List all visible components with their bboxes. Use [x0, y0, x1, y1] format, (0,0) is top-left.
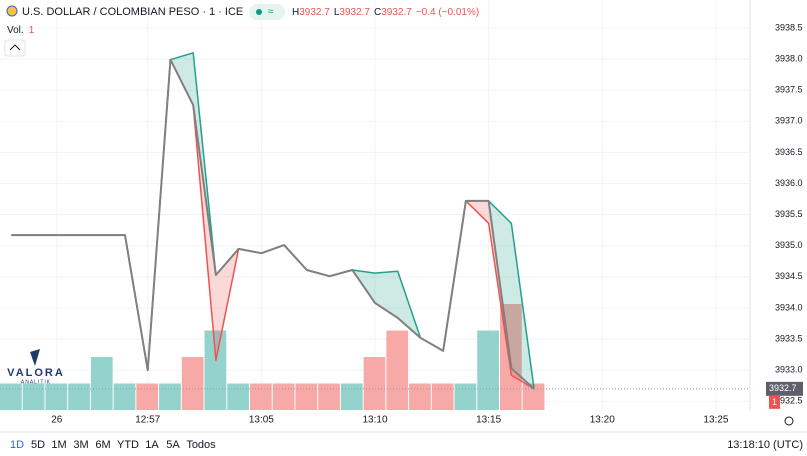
x-tick-label: 13:10	[362, 415, 387, 426]
ohlc-value: 3932.7	[339, 7, 370, 18]
range-fill	[11, 52, 535, 389]
range-button[interactable]: YTD	[117, 439, 139, 451]
status-pill[interactable]	[249, 4, 285, 20]
clock: 13:18:10 (UTC)	[727, 439, 803, 451]
y-tick-label: 3935.5	[775, 209, 803, 219]
ohlc-value: 3932.7	[299, 7, 330, 18]
settings-icon[interactable]	[784, 416, 794, 426]
y-tick-label: 3936.5	[775, 147, 803, 157]
volume-bar	[477, 330, 499, 410]
volume-bar	[113, 383, 136, 410]
volume-label: Vol. 1	[7, 25, 35, 36]
y-tick-label: 3938.5	[775, 22, 803, 32]
symbol-title: U.S. DOLLAR / COLOMBIAN PESO · 1 · ICE	[22, 6, 243, 18]
y-tick-label: 3933.5	[775, 333, 803, 343]
y-tick-label: 3938.0	[775, 53, 803, 63]
range-button[interactable]: 6M	[95, 439, 110, 451]
volume-bar	[363, 357, 386, 410]
range-button[interactable]: 5A	[166, 439, 180, 451]
x-tick-label: 13:15	[476, 415, 501, 426]
volume-bar	[159, 383, 181, 410]
ohlc-value: 3932.7	[381, 7, 412, 18]
logo-tagline: ANALITIK	[21, 379, 51, 385]
volume-bar	[522, 383, 545, 410]
price-tag-label: 3932.7	[769, 383, 797, 393]
ohlc: H3932.7 L3932.7 C3932.7 −0.4 (−0.01%)	[292, 7, 479, 18]
volume-value: 1	[29, 25, 35, 36]
logo-icon	[30, 349, 40, 366]
volume-bar	[431, 383, 454, 410]
range-button[interactable]: 5D	[31, 439, 45, 451]
y-tick-label: 3937.5	[775, 85, 803, 95]
x-tick-label: 13:25	[703, 415, 728, 426]
volume-label-text: Vol.	[7, 25, 24, 36]
y-tick-label: 3935.0	[775, 240, 803, 250]
status-dot	[256, 9, 262, 15]
volume-bar	[386, 330, 409, 410]
x-tick-label: 26	[51, 415, 63, 426]
price-tag	[766, 381, 803, 396]
y-tick-label: 3933.0	[775, 365, 803, 375]
volume-bar	[45, 383, 68, 410]
volume-bar	[68, 383, 90, 410]
collapse-icon	[9, 44, 21, 51]
y-tick-label: 3937.0	[775, 116, 803, 126]
volume-tag-label: 1	[772, 397, 777, 407]
volume-bar	[181, 357, 204, 410]
volume-bar	[318, 383, 340, 410]
volume-bar	[204, 330, 227, 410]
volume-bar	[250, 383, 272, 410]
ohlc-label: C	[374, 7, 381, 18]
ohlc-change: −0.4 (−0.01%)	[416, 7, 479, 18]
volume-bar	[409, 383, 431, 410]
volume-tag	[769, 395, 780, 409]
price-line	[11, 58, 535, 390]
range-button[interactable]: Todos	[186, 439, 216, 451]
y-tick-label: 3936.0	[775, 178, 803, 188]
volume-bar	[340, 383, 363, 410]
x-tick-label: 13:20	[590, 415, 615, 426]
volume-bar	[136, 383, 159, 410]
volume-bar	[0, 383, 22, 410]
volume-bar	[272, 383, 295, 410]
volume-bar	[454, 383, 477, 410]
y-tick-label: 3932.5	[775, 396, 803, 406]
flag-icon	[6, 5, 18, 17]
collapse-button[interactable]	[4, 39, 26, 57]
x-tick-label: 12:57	[135, 415, 160, 426]
range-button[interactable]: 1M	[51, 439, 66, 451]
volume-bar	[227, 383, 249, 410]
range-button[interactable]: 1D	[10, 439, 24, 451]
volume-bar	[295, 383, 318, 410]
range-button[interactable]: 1A	[145, 439, 159, 451]
range-button[interactable]: 3M	[73, 439, 88, 451]
volume-bar	[22, 383, 45, 410]
x-tick-label: 13:05	[249, 415, 274, 426]
y-tick-label: 3934.0	[775, 302, 803, 312]
ohlc-label: H	[292, 7, 299, 18]
logo-name: VALORA	[7, 367, 65, 379]
y-tick-label: 3934.5	[775, 271, 803, 281]
status-icon: ≈	[268, 7, 274, 18]
ohlc-label: L	[334, 7, 340, 18]
volume-bar	[90, 357, 113, 410]
